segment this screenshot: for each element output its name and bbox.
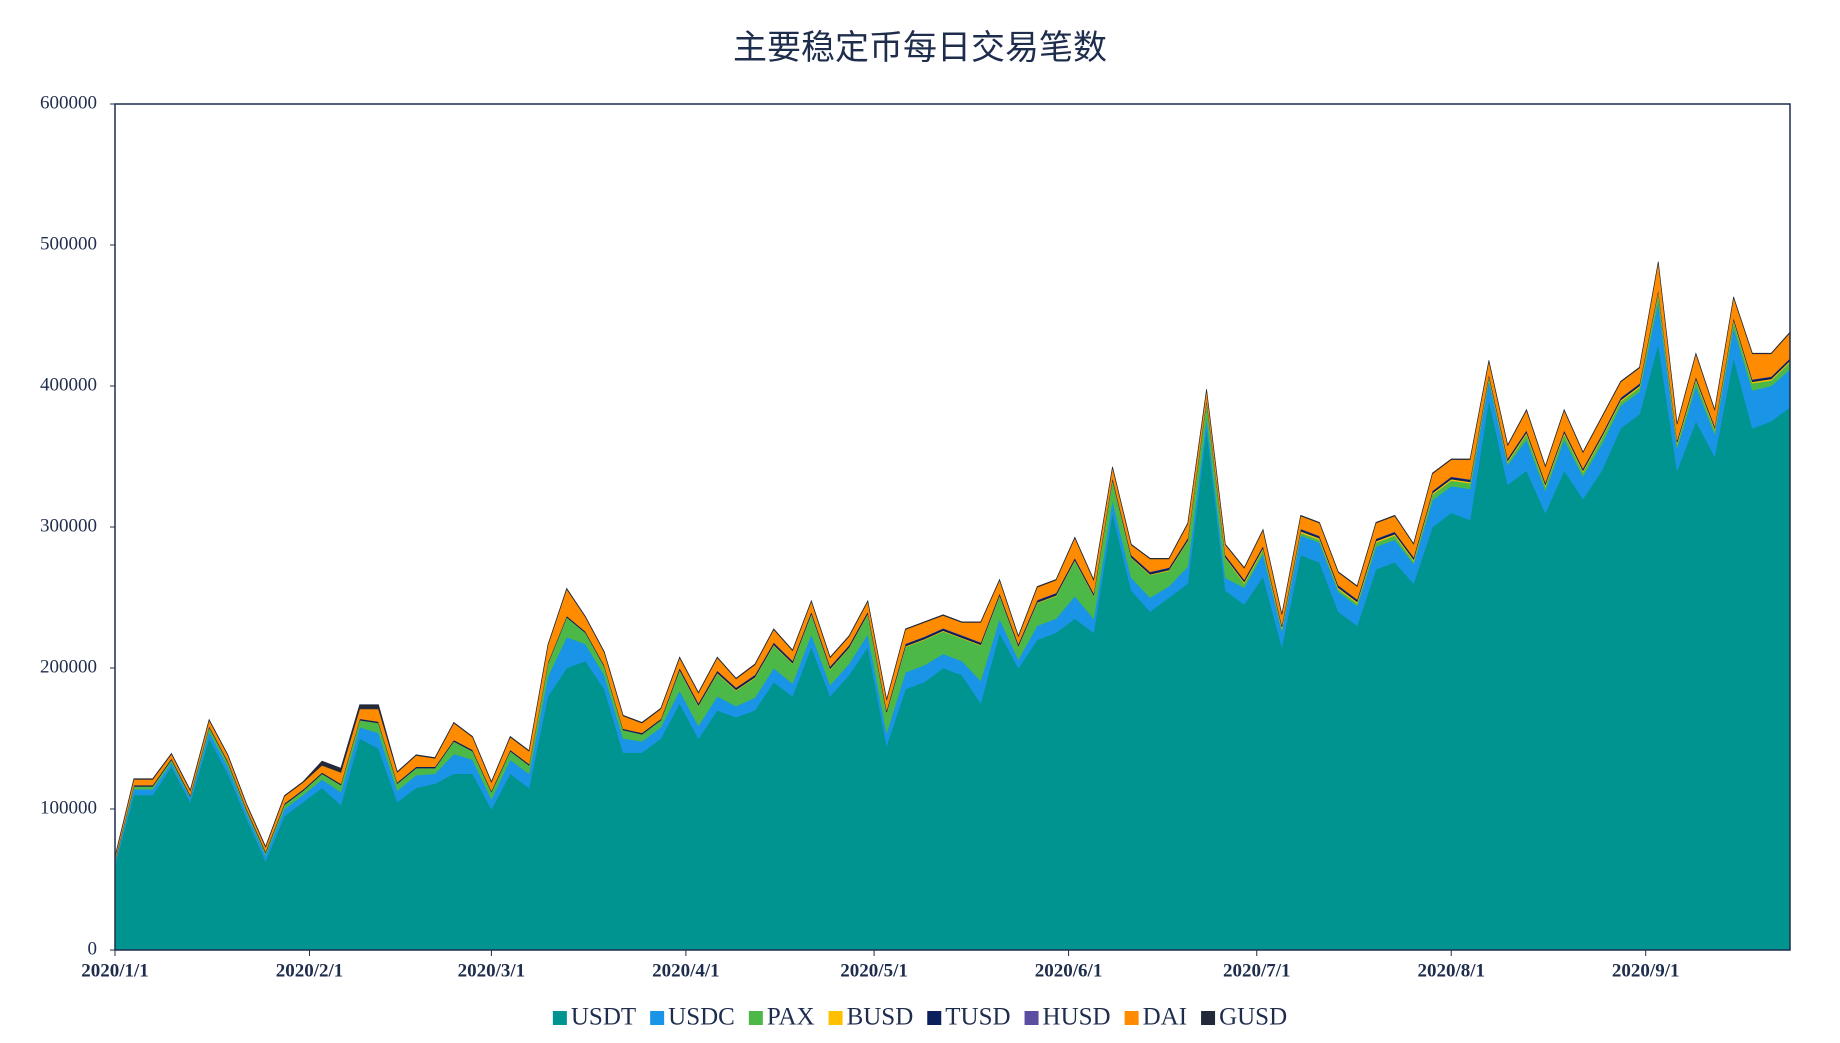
legend-swatch: [1201, 1011, 1216, 1025]
legend-label: HUSD: [1043, 1004, 1111, 1031]
legend-label: USDC: [668, 1004, 735, 1031]
legend-label: USDT: [571, 1004, 636, 1031]
legend-swatch: [1024, 1011, 1039, 1025]
x-tick-label: 2020/8/1: [1417, 960, 1485, 981]
y-tick-label: 300000: [40, 515, 97, 536]
x-tick-label: 2020/1/1: [81, 960, 149, 981]
legend-label: GUSD: [1219, 1004, 1287, 1031]
x-tick-label: 2020/2/1: [276, 960, 344, 981]
y-tick-label: 400000: [40, 374, 97, 395]
legend-swatch: [828, 1011, 843, 1025]
y-tick-label: 600000: [40, 92, 97, 113]
x-tick-label: 2020/6/1: [1035, 960, 1103, 981]
y-tick-label: 100000: [40, 797, 97, 818]
x-tick-label: 2020/3/1: [458, 960, 526, 981]
x-tick-label: 2020/5/1: [840, 960, 908, 981]
x-tick-label: 2020/4/1: [652, 960, 720, 981]
legend-swatch: [1124, 1011, 1139, 1025]
legend-swatch: [650, 1011, 665, 1025]
legend-swatch: [748, 1011, 763, 1025]
legend-label: TUSD: [945, 1004, 1010, 1031]
y-tick-label: 0: [88, 938, 98, 959]
legend: USDT USDC PAX BUSD TUSD HUSD DAI GUSD: [552, 1004, 1287, 1031]
x-tick-label: 2020/7/1: [1223, 960, 1291, 981]
legend-swatch: [552, 1011, 567, 1025]
x-tick-label: 2020/9/1: [1612, 960, 1680, 981]
y-tick-label: 500000: [40, 233, 97, 254]
chart-title: 主要稳定币每日交易笔数: [733, 28, 1107, 68]
legend-label: PAX: [767, 1004, 815, 1031]
legend-label: BUSD: [847, 1004, 914, 1031]
legend-swatch: [927, 1011, 942, 1025]
y-tick-label: 200000: [40, 656, 97, 677]
legend-label: DAI: [1143, 1004, 1187, 1031]
